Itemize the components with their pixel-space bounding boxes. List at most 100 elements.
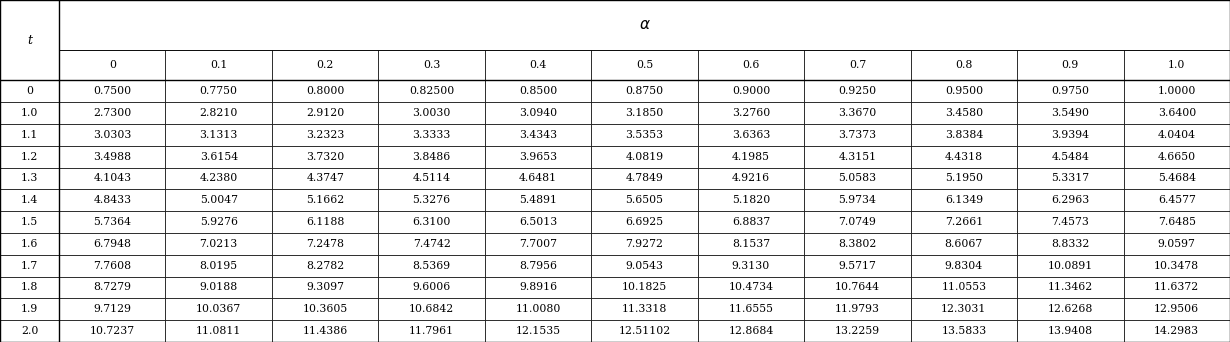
Bar (379, 277, 485, 298)
Bar (697, 146, 804, 168)
Bar (379, 124, 485, 146)
Bar (910, 211, 1017, 233)
Text: 0.8: 0.8 (956, 60, 973, 70)
Text: 5.1662: 5.1662 (306, 195, 344, 205)
Text: 3.8384: 3.8384 (945, 130, 983, 140)
Bar (697, 255, 804, 277)
Text: 6.7948: 6.7948 (93, 239, 132, 249)
Bar (1017, 189, 1123, 211)
Text: 1.0: 1.0 (1168, 60, 1186, 70)
Bar (1017, 168, 1123, 189)
Bar (804, 189, 910, 211)
Bar (910, 298, 1017, 320)
Text: 7.4573: 7.4573 (1052, 217, 1090, 227)
Text: 0.8000: 0.8000 (306, 86, 344, 96)
Text: 2.9120: 2.9120 (306, 108, 344, 118)
Bar (379, 102, 485, 124)
Bar (592, 320, 697, 342)
Bar (166, 298, 272, 320)
Text: 3.4988: 3.4988 (93, 152, 132, 162)
Bar (592, 168, 697, 189)
Bar (910, 189, 1017, 211)
Text: 6.5013: 6.5013 (519, 217, 557, 227)
Text: 0.2: 0.2 (316, 60, 333, 70)
Text: 0.6: 0.6 (742, 60, 760, 70)
Text: 0.82500: 0.82500 (410, 86, 454, 96)
Bar (804, 102, 910, 124)
Bar (272, 320, 379, 342)
Bar (1017, 80, 1123, 102)
Bar (59, 277, 166, 298)
Text: 6.2963: 6.2963 (1052, 195, 1090, 205)
Text: 6.6925: 6.6925 (626, 217, 663, 227)
Bar (0, 298, 59, 320)
Text: 8.0195: 8.0195 (199, 261, 237, 271)
Text: 12.9506: 12.9506 (1154, 304, 1199, 314)
Text: 5.6505: 5.6505 (626, 195, 663, 205)
Text: 0.7: 0.7 (849, 60, 866, 70)
Bar (1017, 124, 1123, 146)
Bar (592, 298, 697, 320)
Text: 11.0553: 11.0553 (941, 282, 986, 292)
Bar (485, 189, 592, 211)
Bar (0, 233, 59, 255)
Text: 7.2478: 7.2478 (306, 239, 344, 249)
Text: 4.0819: 4.0819 (626, 152, 663, 162)
Text: 3.7320: 3.7320 (306, 152, 344, 162)
Bar (592, 124, 697, 146)
Text: 4.6481: 4.6481 (519, 173, 557, 183)
Text: 12.51102: 12.51102 (619, 326, 670, 336)
Text: 11.4386: 11.4386 (303, 326, 348, 336)
Text: 0.1: 0.1 (210, 60, 228, 70)
Bar (910, 255, 1017, 277)
Text: 0.4: 0.4 (529, 60, 546, 70)
Bar (166, 233, 272, 255)
Bar (485, 233, 592, 255)
Bar (1123, 298, 1230, 320)
Bar (592, 211, 697, 233)
Bar (804, 50, 910, 80)
Text: 3.2760: 3.2760 (732, 108, 770, 118)
Bar (804, 211, 910, 233)
Text: 4.4318: 4.4318 (945, 152, 983, 162)
Text: 8.6067: 8.6067 (945, 239, 983, 249)
Text: 7.6485: 7.6485 (1157, 217, 1196, 227)
Text: 12.8684: 12.8684 (728, 326, 774, 336)
Bar (485, 50, 592, 80)
Text: 12.6268: 12.6268 (1048, 304, 1093, 314)
Bar (59, 189, 166, 211)
Bar (697, 124, 804, 146)
Bar (804, 255, 910, 277)
Text: 0.3: 0.3 (423, 60, 440, 70)
Text: 3.5353: 3.5353 (626, 130, 663, 140)
Text: 5.9734: 5.9734 (839, 195, 876, 205)
Text: 11.3462: 11.3462 (1048, 282, 1093, 292)
Bar (592, 189, 697, 211)
Bar (59, 211, 166, 233)
Bar (272, 233, 379, 255)
Text: 4.6650: 4.6650 (1157, 152, 1196, 162)
Text: 6.8837: 6.8837 (732, 217, 770, 227)
Text: 11.6555: 11.6555 (728, 304, 774, 314)
Text: 10.6842: 10.6842 (410, 304, 454, 314)
Text: 1.1: 1.1 (21, 130, 38, 140)
Bar (379, 320, 485, 342)
Bar (592, 50, 697, 80)
Text: 4.8433: 4.8433 (93, 195, 132, 205)
Text: 11.0080: 11.0080 (515, 304, 561, 314)
Bar (592, 146, 697, 168)
Text: 3.5490: 3.5490 (1052, 108, 1090, 118)
Text: 6.1349: 6.1349 (945, 195, 983, 205)
Bar (1123, 189, 1230, 211)
Text: 0.7500: 0.7500 (93, 86, 132, 96)
Text: 3.8486: 3.8486 (412, 152, 450, 162)
Text: 10.7644: 10.7644 (835, 282, 879, 292)
Bar (166, 168, 272, 189)
Text: 3.4343: 3.4343 (519, 130, 557, 140)
Text: 10.1825: 10.1825 (622, 282, 667, 292)
Text: 5.7364: 5.7364 (93, 217, 132, 227)
Bar (166, 50, 272, 80)
Bar (1123, 277, 1230, 298)
Text: 8.3802: 8.3802 (838, 239, 877, 249)
Bar (59, 168, 166, 189)
